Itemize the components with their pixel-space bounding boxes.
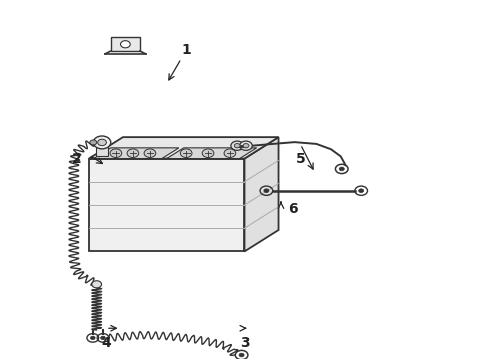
Text: 3: 3 (239, 336, 249, 350)
Polygon shape (89, 137, 278, 158)
Circle shape (144, 149, 156, 157)
Circle shape (339, 167, 344, 171)
Polygon shape (111, 37, 140, 51)
Circle shape (224, 149, 235, 157)
Polygon shape (96, 147, 108, 156)
Text: 2: 2 (72, 152, 81, 166)
Circle shape (239, 353, 244, 357)
Circle shape (243, 144, 248, 148)
Circle shape (239, 141, 252, 150)
Polygon shape (89, 158, 244, 251)
Circle shape (202, 149, 213, 157)
Text: 4: 4 (101, 336, 111, 350)
Circle shape (358, 189, 363, 193)
Polygon shape (244, 137, 278, 251)
Circle shape (234, 144, 240, 148)
Circle shape (92, 281, 102, 288)
Text: 5: 5 (295, 152, 305, 166)
Polygon shape (166, 148, 256, 158)
Circle shape (93, 136, 111, 149)
Circle shape (90, 140, 97, 145)
Circle shape (180, 149, 192, 157)
Circle shape (98, 139, 106, 146)
Circle shape (127, 149, 139, 157)
Polygon shape (94, 148, 179, 158)
Circle shape (264, 189, 268, 193)
Circle shape (90, 336, 95, 339)
Text: 1: 1 (181, 42, 191, 57)
Circle shape (120, 41, 130, 48)
Circle shape (230, 141, 243, 150)
Circle shape (110, 149, 122, 157)
Circle shape (101, 336, 105, 339)
Text: 6: 6 (288, 202, 297, 216)
